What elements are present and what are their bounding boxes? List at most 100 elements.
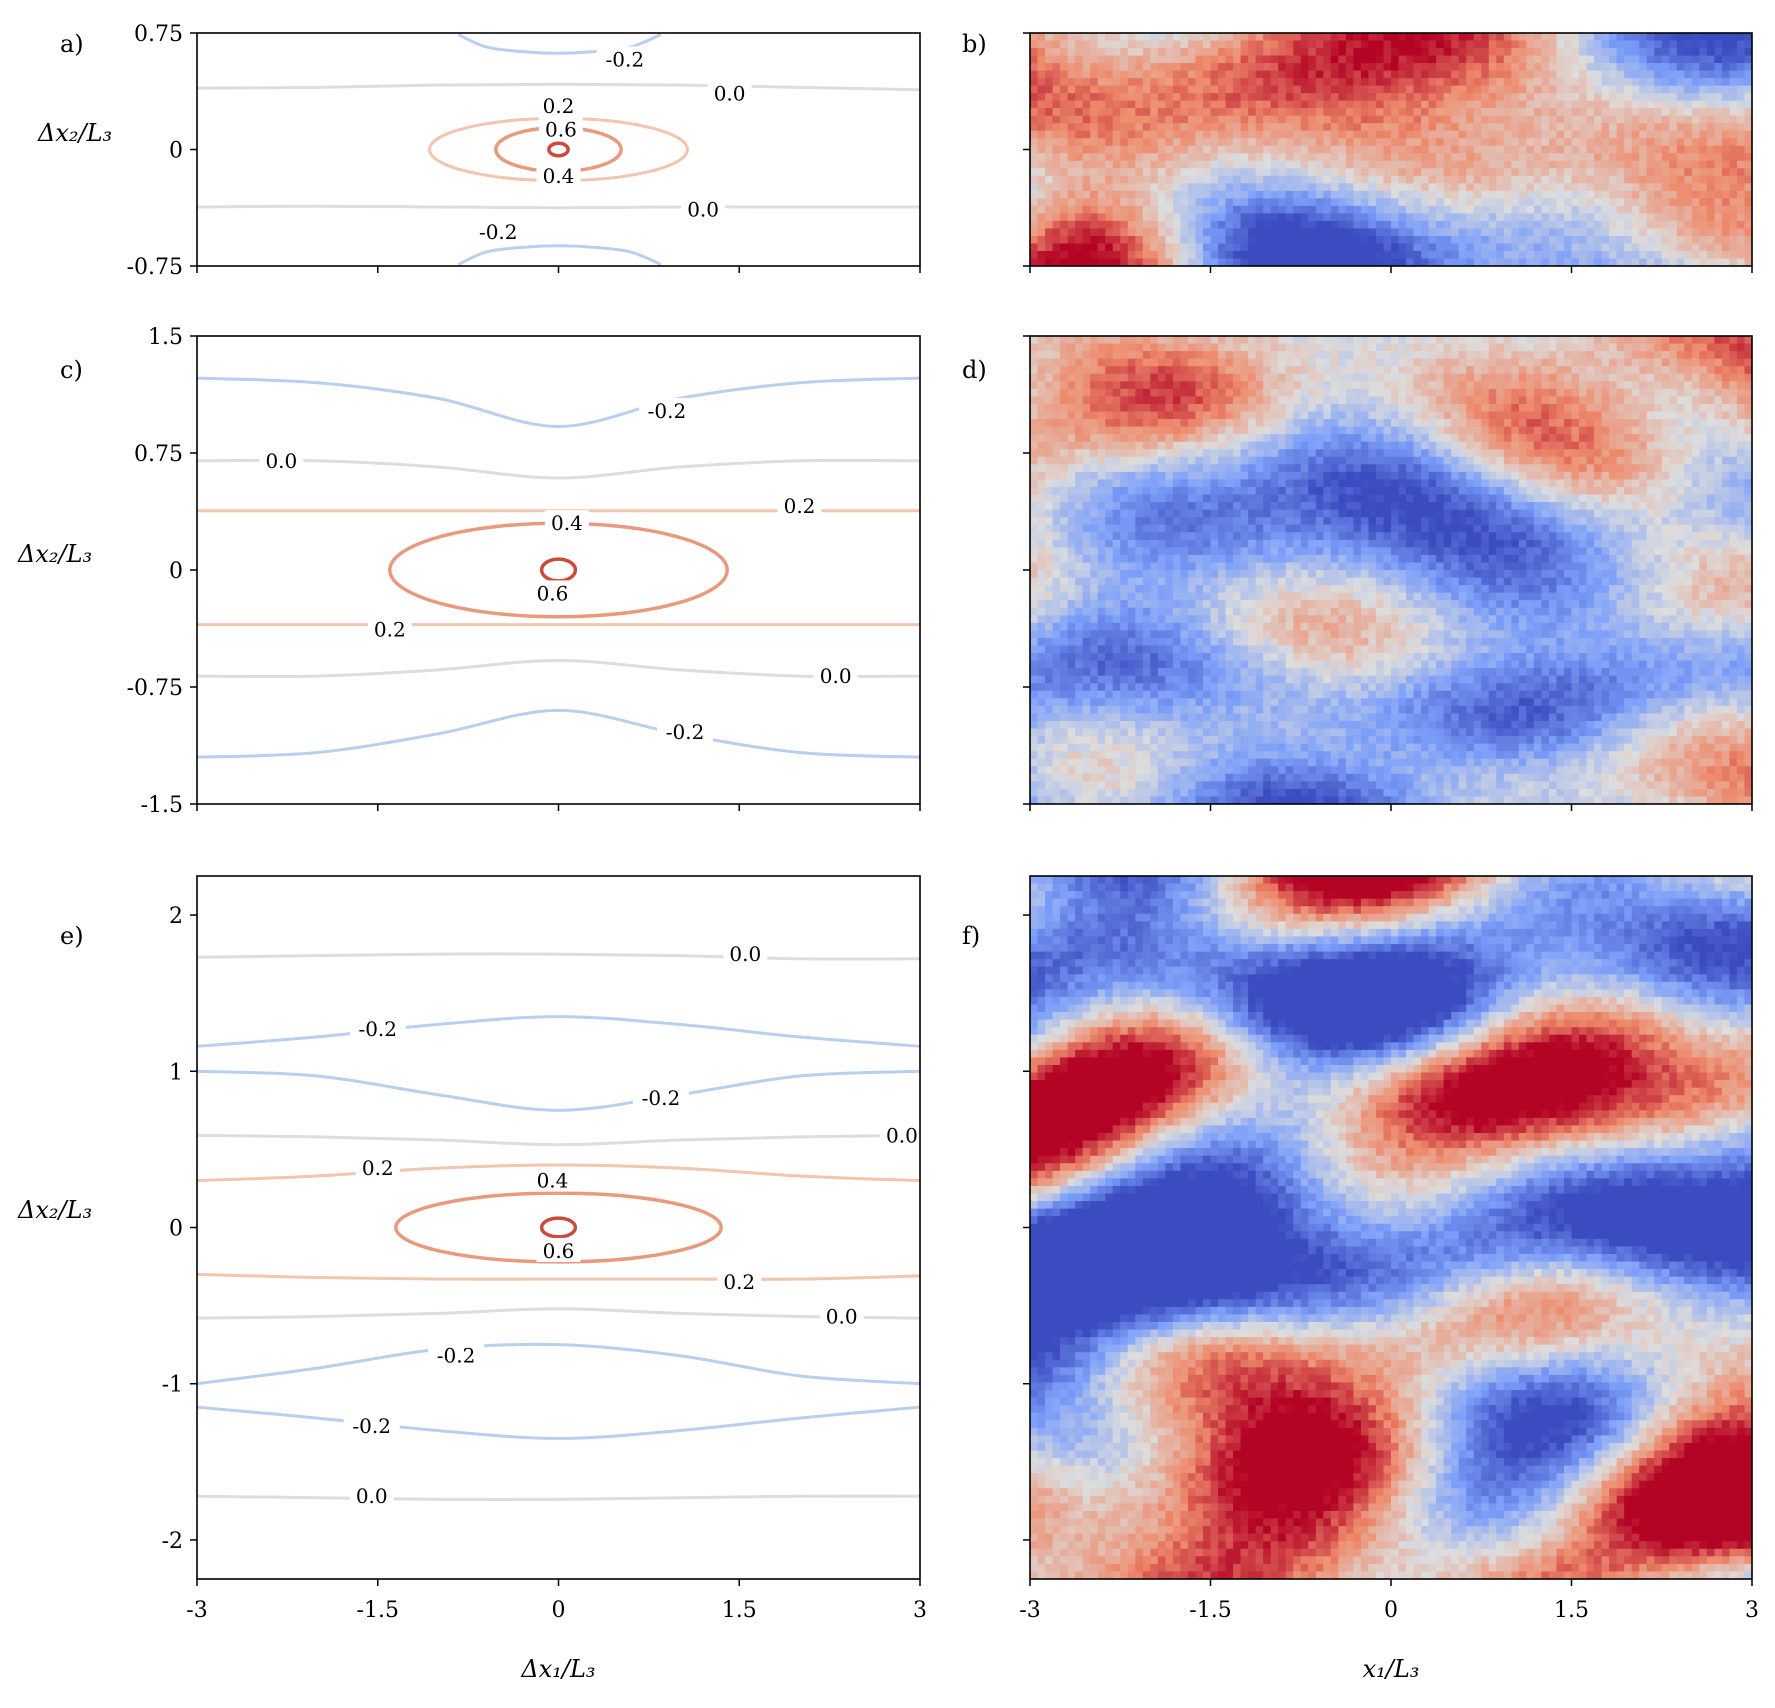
heatmap-cell <box>1616 175 1625 184</box>
heatmap-cell <box>1579 373 1588 382</box>
heatmap-cell <box>1684 108 1693 117</box>
heatmap-cell <box>1045 145 1054 154</box>
heatmap-cell <box>1187 145 1197 154</box>
heatmap-cell <box>1676 235 1685 245</box>
heatmap-cell <box>1300 434 1309 443</box>
heatmap-cell <box>1413 33 1422 42</box>
heatmap-cell <box>1398 449 1407 458</box>
heatmap-cell <box>1646 396 1655 405</box>
heatmap-cell <box>1729 93 1738 102</box>
heatmap-cell <box>1075 153 1084 162</box>
heatmap-cell <box>1744 479 1752 488</box>
heatmap-cell <box>1255 55 1264 64</box>
heatmap-cell <box>1172 115 1182 124</box>
heatmap-cell <box>1202 411 1212 420</box>
heatmap-cell <box>1097 55 1106 64</box>
heatmap-cell <box>1563 40 1573 49</box>
heatmap-cell <box>1225 258 1234 266</box>
heatmap-cell <box>1263 464 1272 473</box>
heatmap-cell <box>1353 100 1362 109</box>
heatmap-cell <box>1030 426 1039 435</box>
heatmap-cell <box>1518 160 1527 169</box>
heatmap-cell <box>1030 403 1039 413</box>
heatmap-cell <box>1338 373 1347 382</box>
heatmap-cell <box>1496 153 1505 162</box>
heatmap-cell <box>1736 456 1746 465</box>
heatmap-cell <box>1225 464 1234 473</box>
heatmap-cell <box>1060 115 1069 124</box>
heatmap-cell <box>1255 258 1264 266</box>
heatmap-cell <box>1503 441 1512 450</box>
heatmap-cell <box>1112 464 1121 473</box>
heatmap-cell <box>1616 441 1625 450</box>
heatmap-cell <box>1451 70 1460 79</box>
heatmap-cell <box>1210 138 1219 147</box>
heatmap-cell <box>1616 93 1625 102</box>
heatmap-cell <box>1278 235 1287 245</box>
heatmap-cell <box>1195 33 1204 42</box>
heatmap-cell <box>1195 426 1204 435</box>
heatmap-cell <box>1684 213 1693 222</box>
heatmap-cell <box>1052 63 1061 72</box>
heatmap-cell <box>1654 130 1663 139</box>
heatmap-cell <box>1330 78 1339 87</box>
heatmap-cell <box>1308 213 1317 222</box>
heatmap-cell <box>1548 48 1558 57</box>
heatmap-cell <box>1052 160 1061 169</box>
heatmap-cell <box>1571 343 1580 352</box>
heatmap-cell <box>1187 160 1197 169</box>
heatmap-cell <box>1082 33 1091 42</box>
heatmap-cell <box>1406 426 1415 435</box>
heatmap-cell <box>1255 336 1264 345</box>
heatmap-cell <box>1383 123 1392 132</box>
heatmap-cell <box>1097 366 1106 375</box>
heatmap-cell <box>1714 351 1723 360</box>
heatmap-cell <box>1210 63 1219 72</box>
heatmap-cell <box>1571 419 1580 428</box>
heatmap-cell <box>1165 175 1174 184</box>
heatmap-cell <box>1112 160 1121 169</box>
heatmap-cell <box>1518 63 1527 72</box>
heatmap-cell <box>1293 63 1302 72</box>
heatmap-cell <box>1579 396 1588 405</box>
heatmap-cell <box>1293 358 1302 367</box>
heatmap-cell <box>1481 220 1490 230</box>
contour-label-bg <box>596 46 653 71</box>
heatmap-cell <box>1654 48 1663 57</box>
heatmap-cell <box>1082 486 1091 496</box>
heatmap-cell <box>1037 366 1046 375</box>
heatmap-cell <box>1233 130 1242 139</box>
heatmap-cell <box>1255 419 1264 428</box>
heatmap-cell <box>1067 396 1076 405</box>
heatmap-cell <box>1421 419 1430 428</box>
heatmap-cell <box>1541 250 1550 260</box>
heatmap-cell <box>1112 48 1121 57</box>
heatmap-cell <box>1556 48 1565 57</box>
heatmap-cell <box>1541 168 1550 177</box>
heatmap-cell <box>1714 336 1723 345</box>
heatmap-cell <box>1037 213 1046 222</box>
heatmap-cell <box>1586 434 1595 443</box>
heatmap-cell <box>1691 258 1700 266</box>
heatmap-cell <box>1218 456 1227 465</box>
heatmap-cell <box>1315 426 1324 435</box>
heatmap-cell <box>1195 419 1204 428</box>
heatmap-cell <box>1736 243 1746 252</box>
heatmap-cell <box>1353 441 1362 450</box>
heatmap-cell <box>1518 183 1527 192</box>
heatmap-cell <box>1533 198 1543 207</box>
contour-line <box>197 204 920 210</box>
heatmap-cell <box>1090 358 1099 367</box>
heatmap-cell <box>1127 228 1136 237</box>
heatmap-cell <box>1150 235 1159 245</box>
heatmap-cell <box>1443 190 1452 199</box>
heatmap-cell <box>1030 396 1039 405</box>
heatmap-cell <box>1067 449 1076 458</box>
heatmap-cell <box>1684 33 1693 42</box>
heatmap-cell <box>1624 93 1633 102</box>
heatmap-cell <box>1654 396 1663 405</box>
heatmap-cell <box>1233 183 1242 192</box>
heatmap-cell <box>1563 198 1573 207</box>
heatmap-cell <box>1060 153 1069 162</box>
heatmap-cell <box>1263 366 1272 375</box>
